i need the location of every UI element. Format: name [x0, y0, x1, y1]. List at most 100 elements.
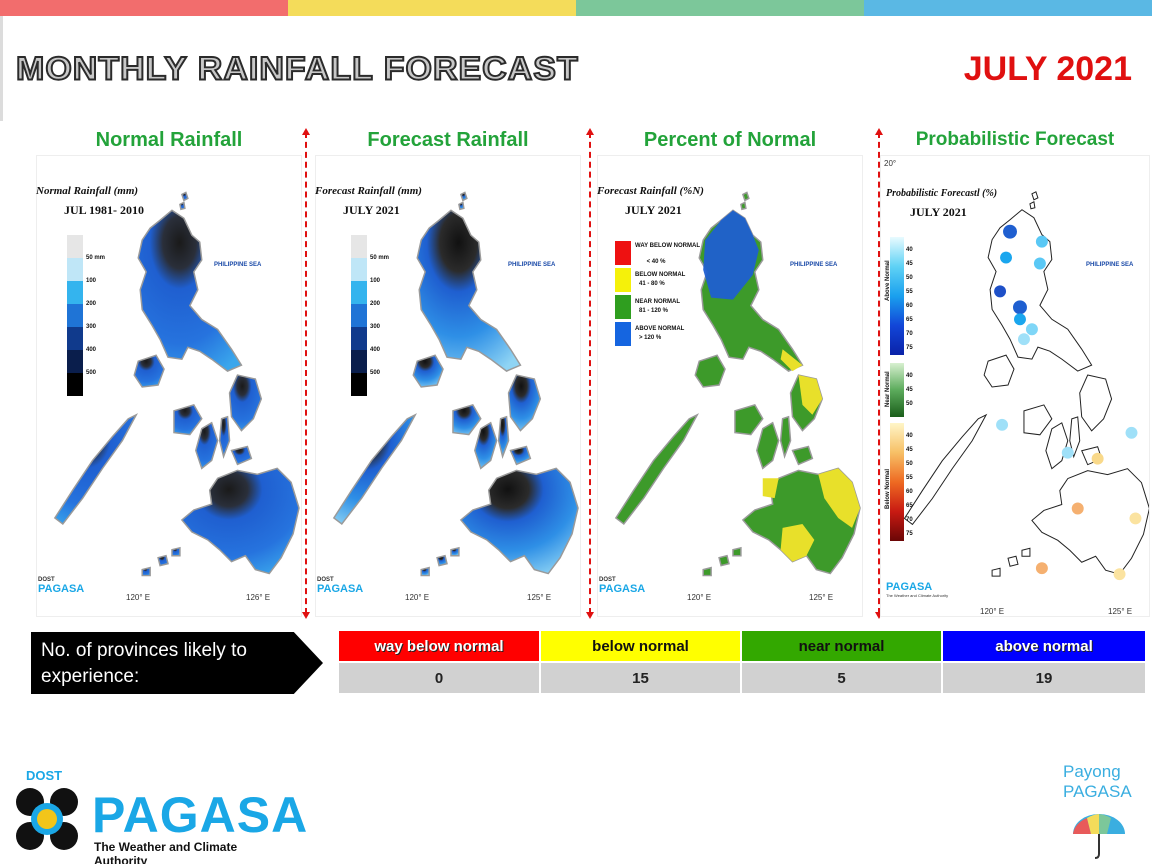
- legend-label: 300: [86, 324, 97, 330]
- panel-forecast-rainfall: Forecast Rainfall Forecast Rainfall (mm)…: [313, 125, 583, 620]
- legend-label: 300: [370, 324, 381, 330]
- longitude-label: 120° E: [687, 593, 712, 602]
- legend-label: BELOW NORMAL: [635, 272, 686, 278]
- category-way-below-normal: way below normal: [339, 631, 539, 661]
- longitude-label: 126° E: [246, 593, 271, 602]
- map-heading: Probabilistic Forecastl (%): [886, 188, 998, 199]
- count-way-below-normal: 0: [339, 663, 539, 693]
- page-title: MONTHLY RAINFALL FORECAST: [15, 50, 579, 88]
- forecast-month: JULY 2021: [963, 50, 1132, 88]
- legend-tick: 50: [906, 275, 913, 281]
- legend-group-title: Below Normal: [885, 468, 891, 509]
- count-below-normal: 15: [541, 663, 740, 693]
- legend-label: ABOVE NORMAL: [635, 326, 685, 332]
- count-above-normal: 19: [943, 663, 1145, 693]
- province-category-table: way below normal below normal near norma…: [339, 631, 1145, 694]
- rainfall-legend: 50 mm 100 200 300 400 500: [351, 235, 389, 396]
- divider-arrow-down: [586, 612, 594, 619]
- mini-pagasa-logo: DOST PAGASA: [38, 577, 85, 595]
- mini-pagasa-logo: PAGASA The Weather and Climate Authority: [886, 581, 949, 598]
- count-near-normal: 5: [742, 663, 941, 693]
- mini-pagasa-logo: DOST PAGASA: [317, 577, 364, 595]
- stripe-green: [576, 0, 864, 16]
- legend-label: 400: [370, 347, 381, 353]
- latitude-label: 20°: [884, 159, 897, 168]
- map-heading: Forecast Rainfall (%N): [597, 185, 704, 197]
- legend-tick: 50: [906, 461, 913, 467]
- panel-title: Percent of Normal: [643, 129, 817, 151]
- legend-range: 41 - 80 %: [639, 281, 665, 287]
- legend-label: 50 mm: [86, 255, 106, 261]
- legend-tick: 45: [906, 261, 913, 267]
- pagasa-logo: DOST PAGASA The Weather and Climate Auth…: [12, 768, 307, 864]
- legend-tick: 50: [906, 401, 913, 407]
- legend-tick: 65: [906, 503, 913, 509]
- legend-tick: 60: [906, 489, 913, 495]
- legend-tick: 70: [906, 517, 913, 523]
- legend-tick: 70: [906, 331, 913, 337]
- category-above-normal: above normal: [943, 631, 1145, 661]
- map-subheading: JUL 1981- 2010: [64, 203, 145, 217]
- legend-label: 200: [370, 301, 381, 307]
- rainfall-legend: 50 mm 100 200 300 400 500: [67, 235, 105, 396]
- divider-arrow-up: [586, 128, 594, 135]
- longitude-label: 120° E: [405, 593, 430, 602]
- sea-label: PHILIPPINE SEA: [790, 262, 838, 268]
- panel-divider: [305, 132, 307, 614]
- province-summary-label-box: No. of provinces likely to experience:: [31, 632, 323, 694]
- sea-label: PHILIPPINE SEA: [1086, 262, 1134, 268]
- map-subheading: JULY 2021: [625, 203, 682, 217]
- panel-title: Normal Rainfall: [95, 129, 243, 151]
- legend-label: WAY BELOW NORMAL: [635, 243, 701, 249]
- legend-range: > 120 %: [639, 335, 662, 341]
- payong-brand: PAGASA: [1063, 782, 1132, 801]
- sea-label: PHILIPPINE SEA: [508, 262, 556, 268]
- below-normal-markers: [1035, 452, 1142, 581]
- percent-legend: WAY BELOW NORMAL < 40 % BELOW NORMAL 41 …: [615, 241, 700, 346]
- legend-tick: 40: [906, 433, 913, 439]
- philippines-map: [903, 191, 1149, 581]
- legend-tick: 40: [906, 247, 913, 253]
- legend-label: NEAR NORMAL: [635, 299, 680, 305]
- pagasa-tagline: The Weather and Climate Authority: [94, 840, 238, 864]
- category-below-normal: below normal: [541, 631, 740, 661]
- left-rule: [0, 16, 3, 121]
- payong-pagasa-logo: Payong PAGASA: [1055, 762, 1150, 862]
- probabilistic-forecast-map: [880, 155, 1150, 617]
- legend-tick: 75: [906, 531, 913, 537]
- stripe-yellow: [288, 0, 576, 16]
- legend-tick: 60: [906, 303, 913, 309]
- philippines-map: [615, 191, 861, 577]
- legend-tick: 55: [906, 289, 913, 295]
- divider-arrow-up: [875, 128, 883, 135]
- map-subheading: JULY 2021: [910, 205, 967, 219]
- panel-normal-rainfall: Normal Rainfall Normal Rainfall (mm) JUL…: [34, 125, 304, 620]
- legend-tick: 75: [906, 345, 913, 351]
- legend-tick: 45: [906, 447, 913, 453]
- legend-tick: 65: [906, 317, 913, 323]
- sea-label: PHILIPPINE SEA: [214, 262, 262, 268]
- legend-label: 50 mm: [370, 255, 390, 261]
- stripe-red: [0, 0, 288, 16]
- umbrella-icon: [1073, 814, 1125, 859]
- payong-label: Payong: [1063, 762, 1121, 781]
- longitude-label: 125° E: [809, 593, 834, 602]
- legend-tick: 55: [906, 475, 913, 481]
- longitude-label: 125° E: [1108, 607, 1133, 616]
- longitude-label: 120° E: [126, 593, 151, 602]
- legend-group-title: Above Normal: [885, 260, 891, 301]
- legend-group-title: Near Normal: [885, 371, 891, 407]
- map-subheading: JULY 2021: [343, 203, 400, 217]
- top-color-stripe: [0, 0, 1152, 16]
- legend-tick: 45: [906, 387, 913, 393]
- mini-pagasa-logo: DOST PAGASA: [599, 577, 646, 595]
- percent-of-normal-map: [597, 155, 863, 617]
- map-heading: Forecast Rainfall (mm): [315, 185, 422, 197]
- legend-label: 500: [370, 370, 381, 376]
- panel-divider: [878, 132, 880, 614]
- panel-divider: [589, 132, 591, 614]
- category-near-normal: near normal: [742, 631, 941, 661]
- divider-arrow-down: [875, 612, 883, 619]
- stripe-blue: [864, 0, 1152, 16]
- divider-arrow-up: [302, 128, 310, 135]
